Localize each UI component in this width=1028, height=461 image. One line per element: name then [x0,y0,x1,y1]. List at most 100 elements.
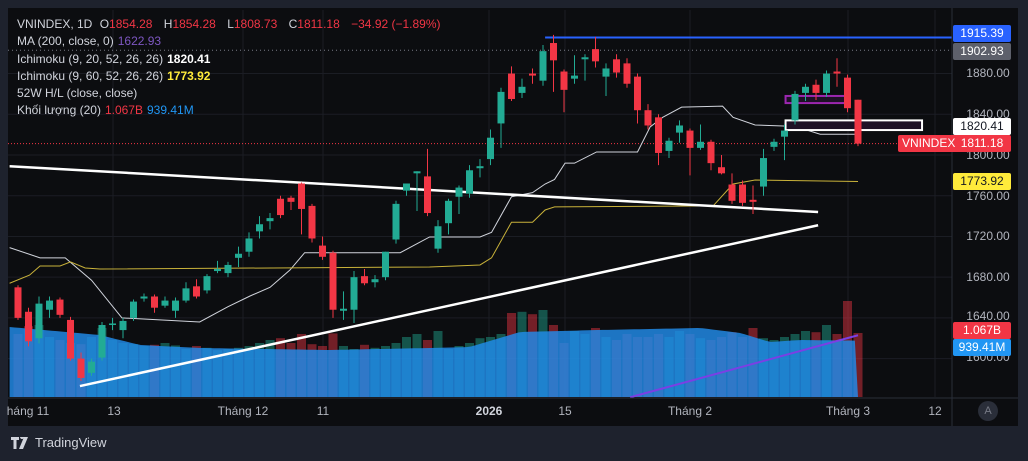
ichimoku-2-label: Ichimoku (9, 60, 52, 26, 26) [17,69,164,83]
candle-body [424,176,431,214]
x-tick: 15 [558,404,572,418]
candle-body [287,197,295,202]
legend-52w[interactable]: 52W H/L (close, close) [17,86,141,100]
legend-ichimoku-1[interactable]: Ichimoku (9, 20, 52, 26, 26) 1820.41 [17,52,214,66]
candle-body [592,49,599,62]
candle-body [529,73,536,76]
52w-label: 52W H/L (close, close) [17,86,138,100]
candle-body [497,91,505,124]
candle-body [298,183,305,209]
candle-body [707,141,715,164]
candle-body [256,224,263,232]
candle-body [172,300,179,311]
candle-body [581,57,589,60]
candle-body [56,299,64,315]
change-value: −34.92 (−1.89%) [351,17,441,31]
candle-body [266,218,274,222]
candle-body [718,167,725,174]
candle-body [98,325,106,358]
volume-ma-badge: 939.41M [953,339,1011,356]
candle-body [46,300,53,310]
volume-ma-value: 939.41M [147,103,194,117]
candle-body [550,43,557,61]
candle-body [844,77,851,109]
tradingview-logo[interactable]: TradingView [11,435,107,450]
high-label: H [163,17,173,31]
auto-scale-button[interactable]: A [978,401,998,421]
candle-body [329,252,337,310]
legend-ichimoku-2[interactable]: Ichimoku (9, 60, 52, 26, 26) 1773.92 [17,69,214,83]
x-tick: háng 11 [6,404,50,418]
volume-badge: 1.067B [953,322,1011,339]
candle-body [77,358,85,378]
x-tick: Tháng 12 [217,404,269,418]
legend-ma[interactable]: MA (200, close, 0) 1622.93 [17,34,165,48]
candle-body [676,125,683,133]
open-label: O [99,17,110,31]
candle-body [613,59,620,73]
candle-body [245,238,253,252]
y-tick: 1640.00 [966,309,1010,323]
candle-body [466,170,473,194]
x-tick: Tháng 2 [667,404,713,418]
candle-body [340,308,347,311]
high-value: 1854.28 [172,17,216,31]
candle-body [182,288,190,301]
tradingview-icon [11,436,28,449]
y-tick: 1720.00 [966,229,1010,243]
candle-body [361,276,368,284]
ichimoku-20-line [9,105,857,323]
x-tick: Tháng 3 [825,404,871,418]
volume-ma-area [9,326,859,397]
candle-body [140,296,148,299]
dotted-level-badge: 1902.93 [953,43,1011,60]
volume-bar [853,332,863,397]
candle-body [697,141,704,148]
candle-body [634,76,641,111]
candle-body [476,166,484,169]
last-price-badge: 1811.18 [953,135,1011,152]
candle-body [224,264,232,274]
y-tick: 1840.00 [966,107,1010,121]
ichimoku-60-line [9,179,859,284]
candle-body [854,99,862,144]
low-value: 1808.73 [233,17,278,31]
candle-body [235,253,242,258]
candle-body [508,73,515,100]
candle-body [623,63,631,84]
legend-volume[interactable]: Khối lượng (20) 1.067B 939.41M [17,103,198,117]
candle-body [802,86,809,93]
candle-body [791,93,799,121]
candle-body [518,86,526,93]
candle-body [728,184,736,201]
candle-body [203,276,211,291]
legend-symbol[interactable]: VNINDEX, 1D [17,17,93,31]
candle-body [319,245,326,257]
candle-body [413,171,421,174]
candle-body [151,296,158,308]
candle-body [25,311,32,342]
candle-body [445,200,452,224]
candle-body [371,279,379,283]
candle-body [67,319,74,359]
ichimoku-2-badge: 1773.92 [953,173,1011,190]
candle-body [781,130,788,137]
candle-body [644,110,652,126]
candle-body [665,140,673,151]
x-tick: 2026 [475,404,503,418]
ichimoku-1-label: Ichimoku (9, 20, 52, 26, 26) [17,52,164,66]
high52-badge: 1915.39 [953,25,1011,42]
ichimoku-1-value: 1820.41 [167,52,211,66]
brand-name: TradingView [35,435,107,450]
candle-body [487,137,494,160]
candle-body [770,141,778,147]
candle-body [739,184,746,203]
candle-body [833,71,841,74]
x-tick: 11 [316,404,330,418]
candle-body [760,158,767,187]
symbol-tag: VNINDEX [898,135,960,152]
candle-body [35,303,43,339]
candle-body [602,68,610,77]
candle-body [823,73,830,93]
